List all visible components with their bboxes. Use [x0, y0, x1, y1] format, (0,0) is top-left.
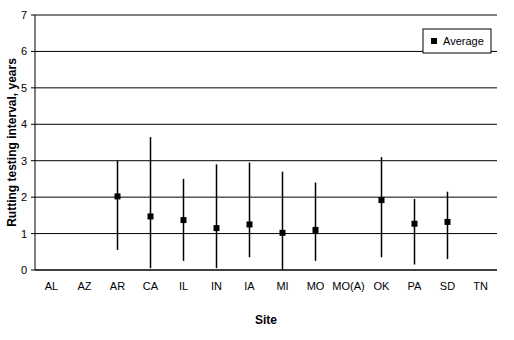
- grid-line: [35, 197, 497, 198]
- error-bar: [282, 172, 284, 270]
- error-bar: [315, 183, 317, 261]
- y-axis-title: Rutting testing interval, years: [5, 58, 19, 227]
- average-marker: [148, 213, 154, 219]
- error-bar: [447, 192, 449, 259]
- x-tick-label: AZ: [77, 280, 91, 292]
- chart-svg: 0 1 2 3 4 5 6 7 AL AZ AR CA IL IN IA MI MO MO(A) OK PA SD TN S…: [0, 0, 514, 340]
- y-tick: [31, 87, 35, 88]
- average-marker: [445, 219, 451, 225]
- average-marker: [115, 193, 121, 199]
- y-tick-label: 7: [21, 9, 27, 21]
- average-marker: [379, 197, 385, 203]
- grid-line: [35, 124, 497, 125]
- x-tick-label: PA: [408, 280, 423, 292]
- x-tick-label: IN: [211, 280, 222, 292]
- x-axis-title: Site: [255, 313, 277, 327]
- average-marker: [280, 230, 286, 236]
- y-tick: [31, 233, 35, 234]
- error-bar: [381, 157, 383, 257]
- y-tick-label: 4: [21, 118, 27, 130]
- x-tick-label: IA: [244, 280, 255, 292]
- y-tick-label: 6: [21, 45, 27, 57]
- error-bar: [150, 137, 152, 268]
- error-bar: [414, 199, 416, 265]
- y-tick-label: 0: [21, 264, 27, 276]
- x-axis: [35, 270, 497, 271]
- y-tick: [31, 124, 35, 125]
- legend-box: [423, 29, 491, 53]
- x-tick-label: SD: [440, 280, 455, 292]
- x-tick-label: MI: [276, 280, 288, 292]
- x-tick-label: AL: [45, 280, 58, 292]
- y-axis: [35, 15, 36, 270]
- x-tick-label: IL: [179, 280, 188, 292]
- x-tick-label: MO(A): [332, 280, 364, 292]
- grid-line: [35, 160, 497, 161]
- average-marker: [247, 221, 253, 227]
- x-tick-label: OK: [374, 280, 391, 292]
- y-tick-label: 5: [21, 82, 27, 94]
- y-tick: [31, 51, 35, 52]
- legend-marker: [431, 38, 437, 44]
- grid-line: [35, 87, 497, 88]
- y-tick-label: 2: [21, 191, 27, 203]
- x-tick-label: CA: [143, 280, 159, 292]
- y-tick: [31, 15, 35, 16]
- x-tick-label: TN: [473, 280, 488, 292]
- y-tick-label: 1: [21, 228, 27, 240]
- average-marker: [313, 227, 319, 233]
- error-bar: [249, 163, 251, 258]
- error-bar: [117, 161, 119, 250]
- x-tick-label: MO: [307, 280, 325, 292]
- grid-line: [35, 233, 497, 234]
- grid-line: [35, 15, 497, 16]
- average-marker: [412, 221, 418, 227]
- chart-container: 0 1 2 3 4 5 6 7 AL AZ AR CA IL IN IA MI MO MO(A) OK PA SD TN S…: [0, 0, 514, 340]
- plot-marks: [115, 137, 451, 270]
- y-tick: [31, 160, 35, 161]
- y-tick: [31, 270, 35, 271]
- y-tick-label: 3: [21, 155, 27, 167]
- average-marker: [214, 225, 220, 231]
- average-marker: [181, 217, 187, 223]
- y-tick: [31, 197, 35, 198]
- error-bar: [216, 164, 218, 268]
- legend-label: Average: [443, 35, 484, 47]
- grid-line: [35, 270, 497, 271]
- x-tick-label: AR: [110, 280, 125, 292]
